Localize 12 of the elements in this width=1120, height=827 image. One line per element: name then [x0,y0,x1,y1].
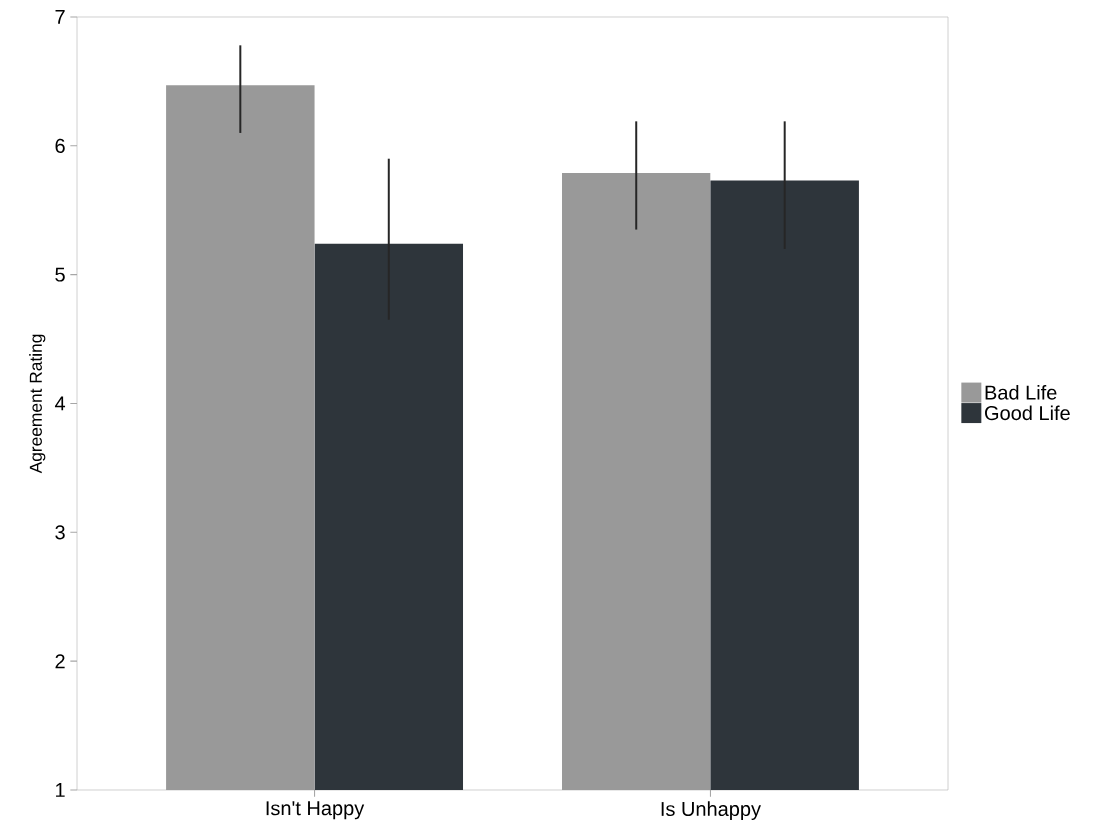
y-tick-label: 7 [55,10,65,24]
x-tick-label: Isn't Happy [266,801,365,820]
y-tick-label: 5 [55,267,65,282]
y-tick-label: 6 [55,138,65,153]
legend-label: Bad Life [985,385,1057,400]
legend-label: Good Life [985,405,1070,421]
x-tick-label: Is Unhappy [661,801,761,820]
y-tick-label: 3 [55,525,65,540]
y-tick-label: 4 [54,396,66,411]
y-axis-title: Agreement Rating [29,334,46,474]
y-tick-label: 1 [56,783,65,797]
y-tick-label: 2 [55,654,65,669]
